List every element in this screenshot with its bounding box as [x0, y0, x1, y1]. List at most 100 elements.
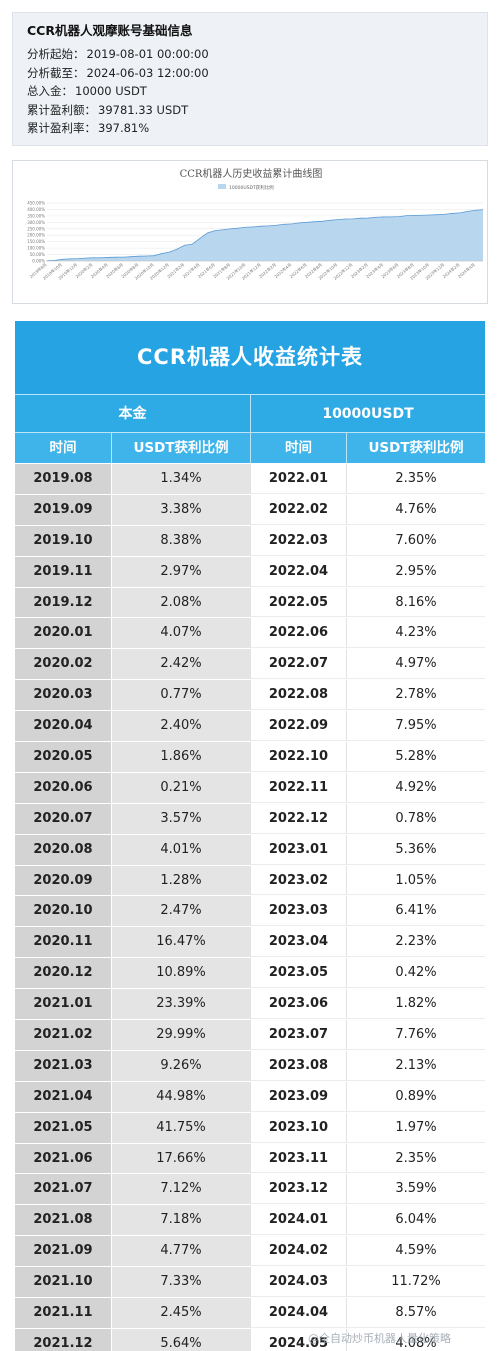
cell-month: 2022.09 — [250, 711, 346, 742]
table-row: 2020.08 4.01% 2023.01 5.36% — [15, 833, 485, 865]
data-point — [230, 228, 231, 230]
cell-month: 2021.02 — [15, 1020, 111, 1050]
info-line: 分析起始： 2019-08-01 00:00:00 — [27, 45, 473, 64]
table-row: 2020.02 2.42% 2022.07 4.97% — [15, 648, 485, 680]
cell-month: 2020.10 — [15, 896, 111, 927]
table-row: 2021.12 5.64% 2024.05 4.08% — [15, 1327, 485, 1351]
cell-ratio: 2.35% — [346, 464, 485, 494]
table-row: 2021.11 2.45% 2024.04 8.57% — [15, 1297, 485, 1328]
data-point — [390, 216, 392, 218]
data-point — [314, 221, 316, 223]
cell-ratio: 1.05% — [346, 865, 485, 896]
cell-month: 2021.05 — [15, 1112, 111, 1143]
cell-ratio: 0.21% — [111, 772, 250, 803]
cell-ratio: 23.39% — [111, 989, 250, 1020]
data-point — [207, 232, 209, 234]
area-line — [46, 209, 484, 262]
table-row: 2020.06 0.21% 2022.11 4.92% — [15, 771, 485, 803]
cell-ratio: 1.86% — [111, 742, 250, 772]
cell-month: 2020.08 — [15, 834, 111, 865]
cell-ratio: 9.26% — [111, 1050, 250, 1081]
cell-month: 2023.02 — [250, 865, 346, 896]
cell-month: 2023.08 — [250, 1050, 346, 1081]
cell-ratio: 4.01% — [111, 834, 250, 865]
cell-ratio: 11.72% — [346, 1267, 485, 1298]
data-point — [360, 217, 362, 219]
table-row: 2020.07 3.57% 2022.12 0.78% — [15, 802, 485, 834]
cell-ratio: 4.76% — [346, 494, 485, 525]
data-point — [161, 253, 163, 254]
cell-ratio: 3.59% — [346, 1174, 485, 1205]
col-ratio-left: USDT获利比例 — [111, 432, 250, 463]
account-info-panel: CCR机器人观摩账号基础信息 分析起始： 2019-08-01 00:00:00 分… — [12, 12, 488, 146]
col-time-right: 时间 — [250, 432, 346, 463]
cell-ratio: 1.97% — [346, 1112, 485, 1143]
info-line: 累计盈利额： 39781.33 USDT — [27, 101, 473, 120]
cell-month: 2019.12 — [15, 587, 111, 618]
cell-month: 2021.04 — [15, 1081, 111, 1112]
info-label: 总入金： — [27, 84, 73, 99]
table-title: CCR机器人收益统计表 — [15, 321, 485, 394]
data-point — [482, 209, 484, 211]
cell-ratio: 7.95% — [346, 711, 485, 742]
cell-ratio: 6.04% — [346, 1205, 485, 1236]
y-tick-label: 200.00% — [27, 233, 45, 238]
data-point — [436, 214, 438, 216]
data-point — [176, 248, 178, 250]
table-row: 2019.08 1.34% 2022.01 2.35% — [15, 463, 485, 494]
cell-ratio: 4.77% — [111, 1236, 250, 1267]
cell-ratio: 0.42% — [346, 958, 485, 989]
data-point — [352, 218, 354, 220]
cell-ratio: 7.33% — [111, 1267, 250, 1298]
table-row: 2021.03 9.26% 2023.08 2.13% — [15, 1049, 485, 1081]
profit-area-chart: CCR机器人历史收益累计曲线图10000USDT获利比例0.00%50.00%1… — [27, 167, 484, 281]
data-point — [344, 218, 346, 220]
data-point — [276, 224, 277, 226]
cell-ratio: 41.75% — [111, 1112, 250, 1143]
cell-month: 2019.10 — [15, 525, 111, 556]
data-point — [84, 257, 86, 259]
cell-month: 2022.11 — [250, 772, 346, 803]
table-header-row: 本金 10000USDT — [15, 394, 485, 432]
data-point — [474, 209, 476, 211]
table-row: 2021.04 44.98% 2023.09 0.89% — [15, 1080, 485, 1112]
cell-month: 2024.05 — [250, 1328, 346, 1351]
cell-ratio: 2.78% — [346, 680, 485, 711]
cell-ratio: 2.95% — [346, 556, 485, 587]
cell-ratio: 10.89% — [111, 958, 250, 989]
cell-ratio: 2.23% — [346, 927, 485, 958]
table-row: 2020.11 16.47% 2023.04 2.23% — [15, 926, 485, 958]
cell-month: 2021.08 — [15, 1205, 111, 1236]
data-point — [168, 251, 170, 253]
data-point — [237, 227, 239, 229]
profit-table: CCR机器人收益统计表 本金 10000USDT 时间 USDT获利比例 时间 … — [15, 321, 485, 1351]
data-point — [406, 215, 407, 217]
data-point — [184, 244, 186, 246]
cell-month: 2023.06 — [250, 989, 346, 1020]
cell-ratio: 1.34% — [111, 464, 250, 494]
cell-ratio: 2.35% — [346, 1143, 485, 1174]
table-row: 2020.05 1.86% 2022.10 5.28% — [15, 741, 485, 772]
cell-ratio: 17.66% — [111, 1143, 250, 1174]
data-point — [107, 257, 109, 258]
data-point — [138, 255, 140, 257]
info-line: 累计盈利率： 397.81% — [27, 119, 473, 138]
cell-ratio: 4.23% — [346, 618, 485, 649]
cell-ratio: 8.16% — [346, 587, 485, 618]
data-point — [337, 219, 339, 221]
cell-month: 2022.02 — [250, 494, 346, 525]
cell-month: 2020.01 — [15, 618, 111, 649]
cell-month: 2023.07 — [250, 1020, 346, 1050]
header-principal: 本金 — [15, 394, 250, 432]
table-row: 2020.10 2.47% 2023.03 6.41% — [15, 895, 485, 927]
data-point — [329, 219, 331, 221]
data-point — [398, 216, 400, 218]
data-point — [245, 226, 247, 228]
cell-ratio: 0.77% — [111, 680, 250, 711]
table-row: 2021.02 29.99% 2023.07 7.76% — [15, 1019, 485, 1050]
cell-month: 2020.12 — [15, 958, 111, 989]
cell-ratio: 4.92% — [346, 772, 485, 803]
data-point — [199, 237, 201, 239]
cell-month: 2021.06 — [15, 1143, 111, 1174]
cell-month: 2023.09 — [250, 1081, 346, 1112]
